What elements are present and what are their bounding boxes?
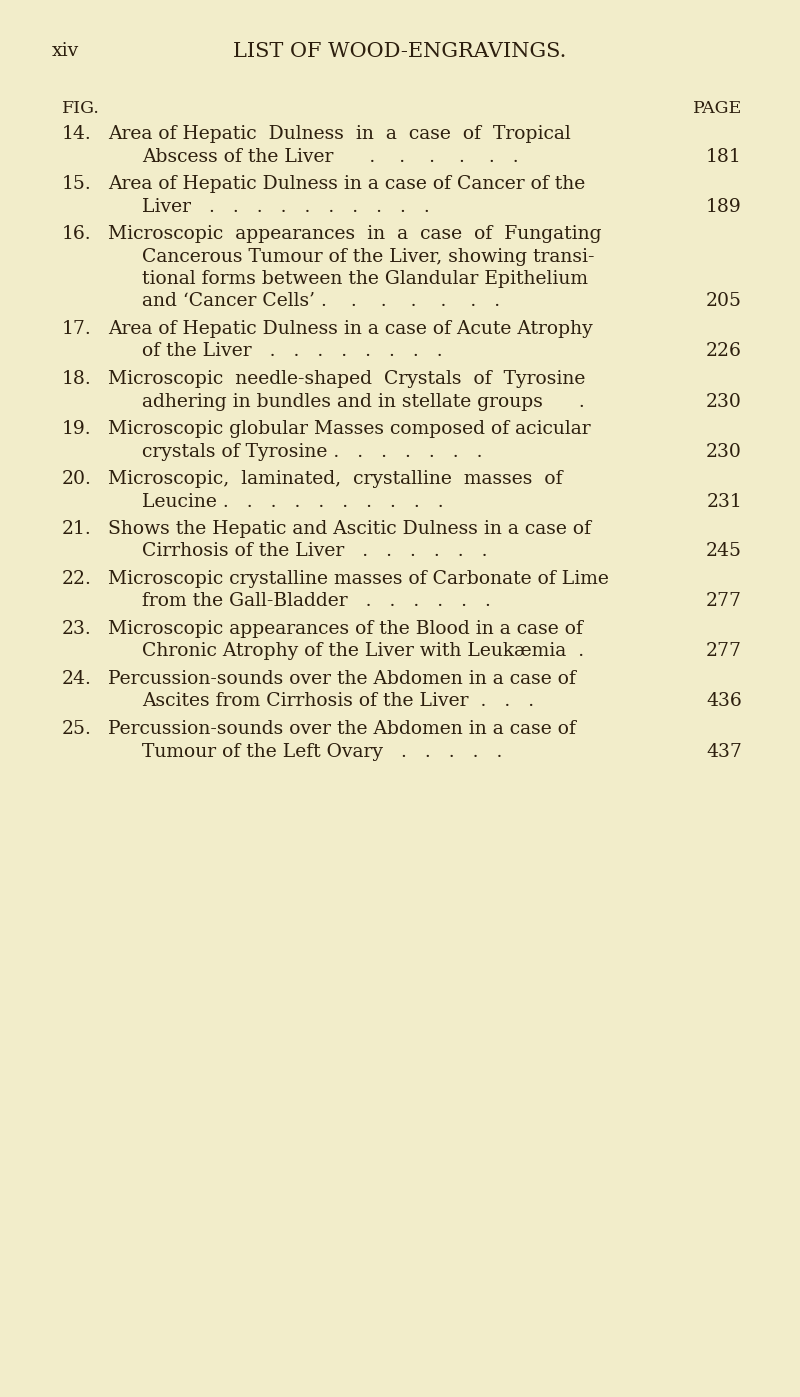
Text: Leucine .   .   .   .   .   .   .   .   .   .: Leucine . . . . . . . . . .	[142, 493, 450, 510]
Text: 245: 245	[706, 542, 742, 560]
Text: Percussion-sounds over the Abdomen in a case of: Percussion-sounds over the Abdomen in a …	[108, 671, 576, 687]
Text: 19.: 19.	[62, 420, 92, 439]
Text: 23.: 23.	[62, 620, 92, 638]
Text: 437: 437	[706, 742, 742, 760]
Text: 230: 230	[706, 393, 742, 411]
Text: 21.: 21.	[62, 520, 92, 538]
Text: Liver   .   .   .   .   .   .   .   .   .   .: Liver . . . . . . . . . .	[142, 197, 436, 215]
Text: LIST OF WOOD-ENGRAVINGS.: LIST OF WOOD-ENGRAVINGS.	[234, 42, 566, 61]
Text: 436: 436	[706, 693, 742, 711]
Text: of the Liver   .   .   .   .   .   .   .   .: of the Liver . . . . . . . .	[142, 342, 449, 360]
Text: Cancerous Tumour of the Liver, showing transi-: Cancerous Tumour of the Liver, showing t…	[142, 247, 594, 265]
Text: 20.: 20.	[62, 469, 92, 488]
Text: Microscopic,  laminated,  crystalline  masses  of: Microscopic, laminated, crystalline mass…	[108, 469, 562, 488]
Text: Area of Hepatic  Dulness  in  a  case  of  Tropical: Area of Hepatic Dulness in a case of Tro…	[108, 124, 570, 142]
Text: 25.: 25.	[62, 719, 92, 738]
Text: 16.: 16.	[62, 225, 92, 243]
Text: from the Gall-Bladder   .   .   .   .   .   .: from the Gall-Bladder . . . . . .	[142, 592, 497, 610]
Text: crystals of Tyrosine .   .   .   .   .   .   .: crystals of Tyrosine . . . . . . .	[142, 443, 489, 461]
Text: 231: 231	[706, 493, 742, 510]
Text: Shows the Hepatic and Ascitic Dulness in a case of: Shows the Hepatic and Ascitic Dulness in…	[108, 520, 591, 538]
Text: 15.: 15.	[62, 175, 92, 193]
Text: adhering in bundles and in stellate groups      .: adhering in bundles and in stellate grou…	[142, 393, 585, 411]
Text: Microscopic globular Masses composed of acicular: Microscopic globular Masses composed of …	[108, 420, 590, 439]
Text: PAGE: PAGE	[693, 101, 742, 117]
Text: 205: 205	[706, 292, 742, 310]
Text: FIG.: FIG.	[62, 101, 100, 117]
Text: 22.: 22.	[62, 570, 92, 588]
Text: and ‘Cancer Cells’ .    .    .    .    .    .   .: and ‘Cancer Cells’ . . . . . . .	[142, 292, 506, 310]
Text: Cirrhosis of the Liver   .   .   .   .   .   .: Cirrhosis of the Liver . . . . . .	[142, 542, 494, 560]
Text: 189: 189	[706, 197, 742, 215]
Text: Microscopic  needle-shaped  Crystals  of  Tyrosine: Microscopic needle-shaped Crystals of Ty…	[108, 370, 586, 388]
Text: Ascites from Cirrhosis of the Liver  .   .   .: Ascites from Cirrhosis of the Liver . . …	[142, 693, 540, 711]
Text: xiv: xiv	[52, 42, 79, 60]
Text: 18.: 18.	[62, 370, 92, 388]
Text: Tumour of the Left Ovary   .   .   .   .   .: Tumour of the Left Ovary . . . . .	[142, 742, 508, 760]
Text: 230: 230	[706, 443, 742, 461]
Text: 277: 277	[706, 592, 742, 610]
Text: 14.: 14.	[62, 124, 92, 142]
Text: Microscopic crystalline masses of Carbonate of Lime: Microscopic crystalline masses of Carbon…	[108, 570, 609, 588]
Text: Microscopic  appearances  in  a  case  of  Fungating: Microscopic appearances in a case of Fun…	[108, 225, 602, 243]
Text: Area of Hepatic Dulness in a case of Cancer of the: Area of Hepatic Dulness in a case of Can…	[108, 175, 586, 193]
Text: Microscopic appearances of the Blood in a case of: Microscopic appearances of the Blood in …	[108, 620, 583, 638]
Text: tional forms between the Glandular Epithelium: tional forms between the Glandular Epith…	[142, 270, 588, 288]
Text: Percussion-sounds over the Abdomen in a case of: Percussion-sounds over the Abdomen in a …	[108, 719, 576, 738]
Text: 17.: 17.	[62, 320, 92, 338]
Text: 277: 277	[706, 643, 742, 661]
Text: Area of Hepatic Dulness in a case of Acute Atrophy: Area of Hepatic Dulness in a case of Acu…	[108, 320, 593, 338]
Text: Chronic Atrophy of the Liver with Leukæmia  .: Chronic Atrophy of the Liver with Leukæm…	[142, 643, 584, 661]
Text: 226: 226	[706, 342, 742, 360]
Text: 24.: 24.	[62, 671, 92, 687]
Text: 181: 181	[706, 148, 742, 165]
Text: Abscess of the Liver      .    .    .    .    .   .: Abscess of the Liver . . . . . .	[142, 148, 525, 165]
